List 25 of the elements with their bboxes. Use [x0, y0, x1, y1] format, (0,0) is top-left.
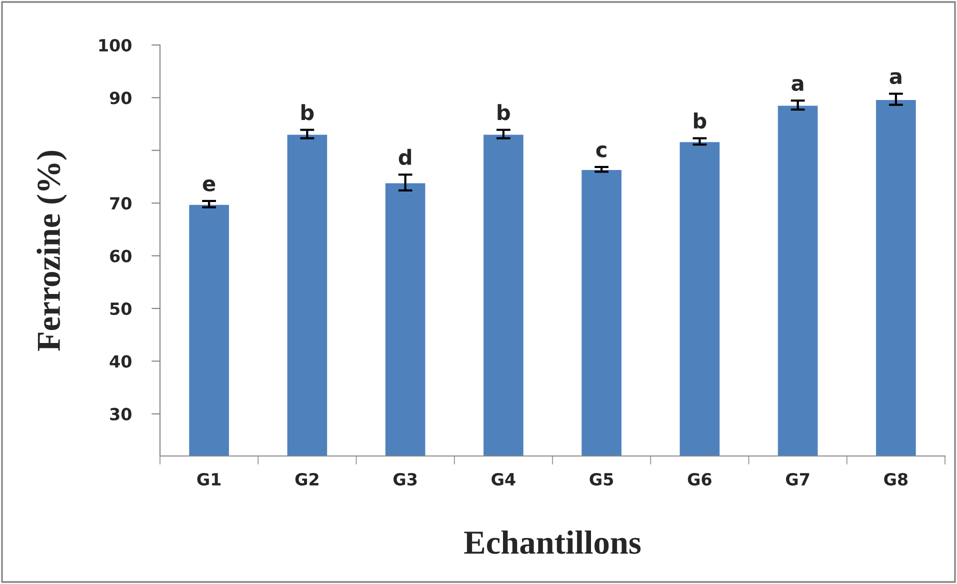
- annotation: e: [202, 179, 216, 192]
- y-tick-label: 40: [110, 355, 132, 368]
- x-tick-label: G2: [295, 472, 318, 486]
- x-tick-label: G4: [492, 472, 516, 486]
- x-tick-label: G8: [884, 472, 908, 486]
- x-axis-title: Echantillons: [464, 530, 641, 554]
- y-tick-label: 60: [110, 250, 132, 262]
- y-tick-label: 50: [110, 302, 132, 316]
- y-tick-label: 90: [110, 92, 132, 104]
- annotation: b: [694, 112, 706, 129]
- y-axis-title: Ferrozine (%): [36, 150, 67, 351]
- y-tick-label: 30: [110, 408, 132, 420]
- x-tick-label: G3: [394, 472, 417, 486]
- annotation: c: [596, 145, 606, 158]
- x-tick-label: G5: [590, 472, 614, 486]
- annotation: a: [890, 72, 902, 84]
- annotation: b: [301, 104, 314, 120]
- y-tick-label: 100: [99, 38, 132, 52]
- x-tick-label: G6: [688, 472, 712, 486]
- y-tick-label: 70: [110, 197, 132, 210]
- annotation: d: [398, 148, 412, 166]
- annotation: b: [498, 104, 510, 120]
- x-tick-label: G1: [197, 472, 221, 486]
- annotation: a: [792, 79, 804, 91]
- x-tick-label: G7: [786, 472, 810, 486]
